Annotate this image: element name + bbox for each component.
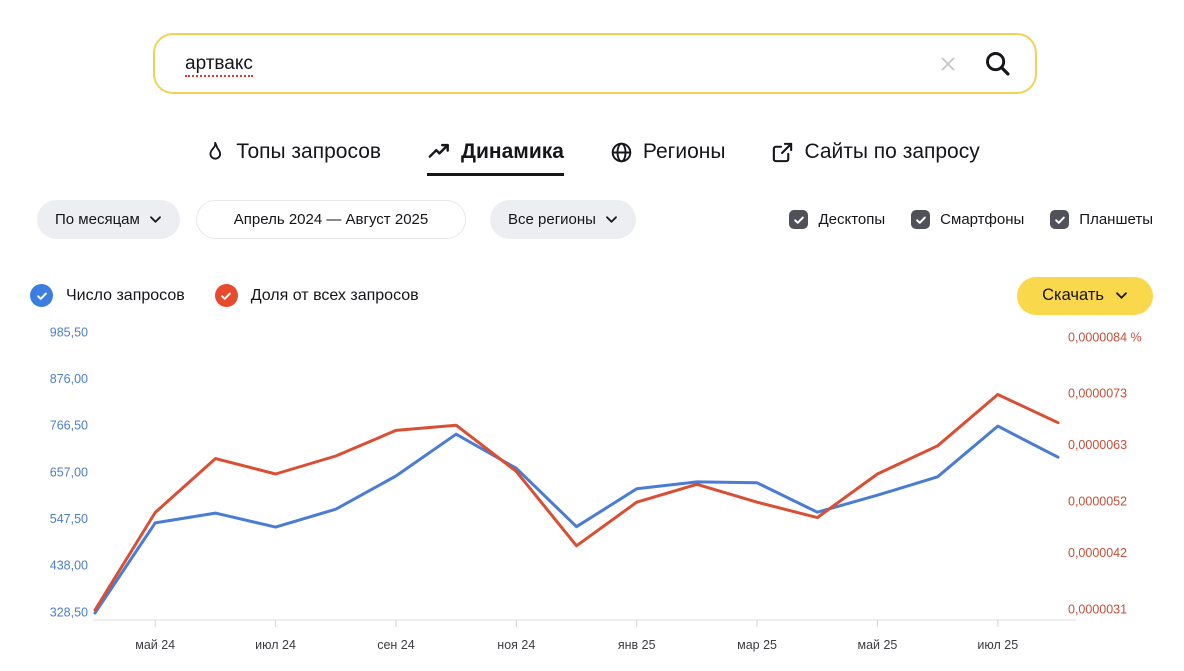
date-range-label: Апрель 2024 — Август 2025 [233, 211, 429, 228]
device-checkbox-0[interactable]: Десктопы [789, 210, 885, 229]
right-axis-tick: 0,0000042 [1068, 546, 1127, 560]
device-checkbox-1[interactable]: Смартфоны [911, 210, 1024, 229]
left-axis-tick: 438,00 [50, 559, 88, 573]
checkbox-checked-icon[interactable] [911, 210, 931, 229]
tab-tops[interactable]: Топы запросов [204, 140, 381, 176]
x-axis-label: май 25 [857, 638, 897, 652]
device-label: Смартфоны [940, 211, 1025, 228]
period-label: По месяцам [55, 211, 140, 228]
x-axis-label: май 24 [135, 638, 175, 652]
region-label: Все регионы [508, 211, 596, 228]
tab-label: Динамика [461, 140, 564, 163]
external-link-icon [771, 141, 794, 164]
series-line-queries [93, 424, 1060, 615]
series-line-share [93, 393, 1060, 612]
legend-check-icon [214, 284, 238, 307]
left-axis-tick: 985,50 [50, 325, 88, 339]
tab-regions[interactable]: Регионы [610, 140, 726, 176]
chevron-down-icon [1115, 291, 1128, 300]
clear-icon[interactable] [938, 54, 958, 74]
tab-sites[interactable]: Сайты по запросу [771, 140, 980, 176]
chevron-down-icon [149, 215, 162, 224]
legend-label: Число запросов [66, 286, 185, 304]
legend-toggle-0[interactable]: Число запросов [30, 284, 185, 307]
chart-toolbar: Число запросов Доля от всех запросов Скач… [30, 276, 1153, 315]
device-filters: Десктопы Смартфоны Планшеты [789, 200, 1153, 239]
flame-icon [204, 140, 226, 164]
tab-label: Регионы [642, 140, 726, 163]
left-axis-tick: 547,50 [50, 512, 88, 526]
chevron-down-icon [605, 215, 618, 224]
right-axis-tick: 0,0000052 [1068, 495, 1127, 509]
x-axis-label: мар 25 [737, 638, 777, 652]
x-axis-label: ноя 24 [497, 638, 535, 652]
checkbox-checked-icon[interactable] [1050, 210, 1070, 229]
x-axis-label: янв 25 [618, 638, 656, 652]
legend-label: Доля от всех запросов [250, 286, 419, 304]
right-axis-tick: 0,0000084 % [1068, 330, 1142, 344]
device-label: Планшеты [1079, 211, 1153, 228]
download-label: Скачать [1042, 286, 1104, 304]
x-axis-label: июл 25 [977, 638, 1018, 652]
legend-toggle-1[interactable]: Доля от всех запросов [214, 284, 419, 307]
tab-label: Топы запросов [236, 140, 382, 163]
x-axis-label: июл 24 [255, 638, 296, 652]
right-axis-tick: 0,0000073 [1068, 387, 1127, 401]
device-label: Десктопы [818, 211, 886, 228]
date-range-button[interactable]: Апрель 2024 — Август 2025 [196, 200, 466, 239]
region-select[interactable]: Все регионы [490, 200, 636, 239]
left-axis-tick: 766,50 [50, 419, 88, 433]
period-select[interactable]: По месяцам [37, 200, 180, 239]
left-axis-tick: 876,00 [50, 372, 88, 386]
search-icon[interactable] [984, 50, 1011, 77]
left-axis-tick: 657,00 [50, 465, 88, 479]
device-checkbox-2[interactable]: Планшеты [1050, 210, 1153, 229]
right-axis-tick: 0,0000063 [1068, 438, 1127, 452]
right-axis-tick: 0,0000031 [1068, 602, 1127, 616]
chart-legend: Число запросов Доля от всех запросов [30, 284, 449, 307]
x-axis-label: сен 24 [377, 638, 415, 652]
globe-icon [610, 141, 633, 164]
legend-check-icon [30, 284, 53, 307]
download-button[interactable]: Скачать [1017, 276, 1153, 315]
tabs: Топы запросов Динамика Регионы Сайты по зап… [0, 140, 1184, 176]
left-axis-tick: 328,50 [50, 605, 88, 619]
tab-dynamics[interactable]: Динамика [427, 140, 564, 176]
search-input[interactable]: артвакс [153, 33, 1037, 94]
trend-up-icon [427, 141, 451, 163]
search-query[interactable]: артвакс [185, 52, 938, 77]
checkbox-checked-icon[interactable] [789, 210, 809, 229]
filter-row: По месяцам Апрель 2024 — Август 2025 Все… [0, 200, 1184, 239]
tab-label: Сайты по запросу [804, 140, 980, 163]
